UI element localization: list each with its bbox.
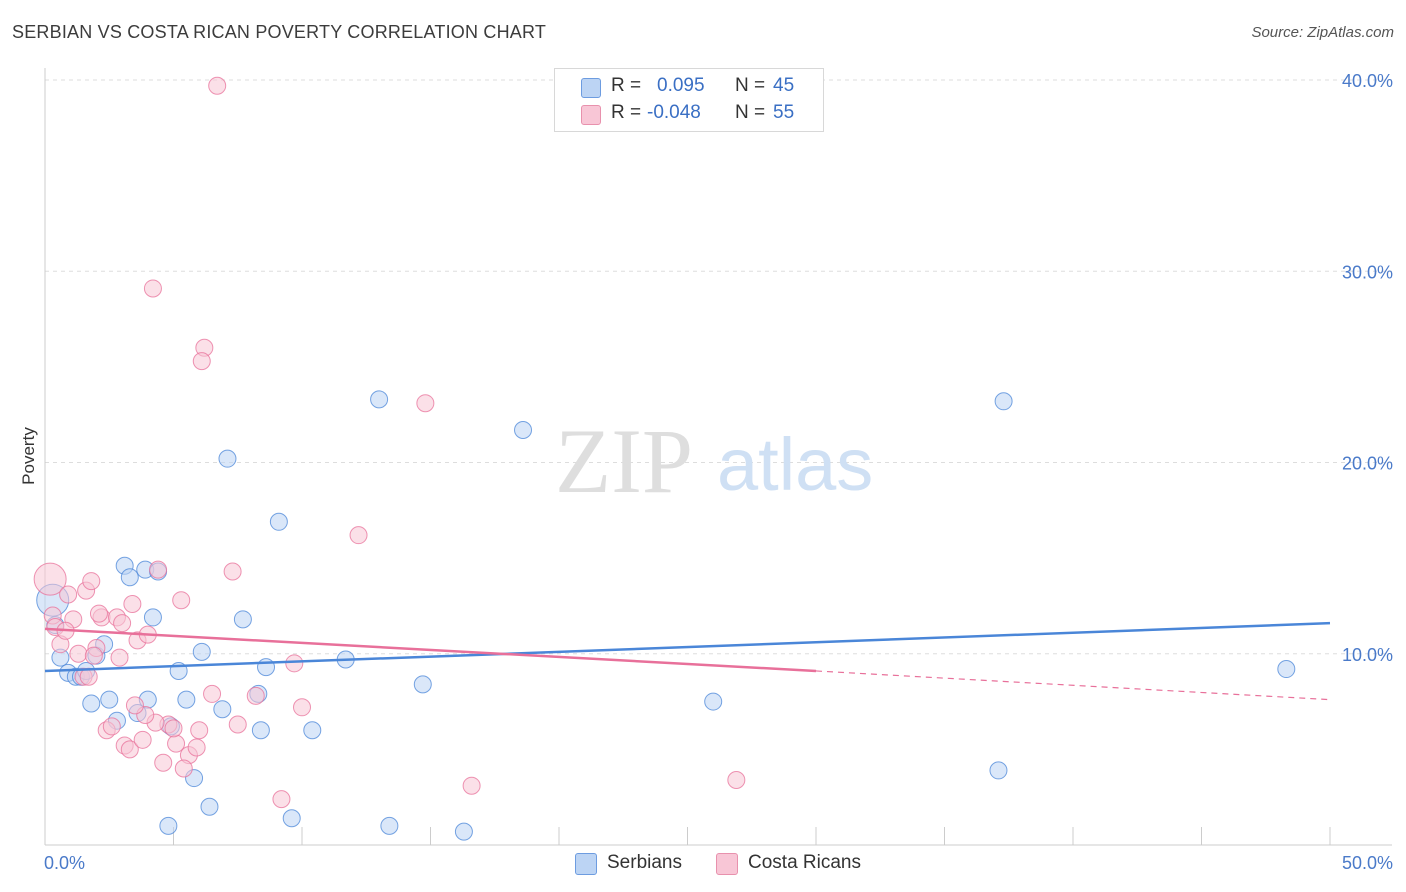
costa-ricans-point-50 bbox=[174, 759, 193, 778]
costa-ricans-point-51 bbox=[190, 721, 209, 740]
trend-line-1 bbox=[44, 627, 817, 673]
serbians-swatch-icon bbox=[581, 78, 601, 98]
costa-ricans-point-40 bbox=[349, 526, 368, 545]
correlation-legend: R = 0.095 N = 45 R = -0.048 N = 55 bbox=[554, 68, 824, 132]
costa-ricans-point-34 bbox=[223, 562, 242, 581]
serbians-point-25 bbox=[213, 700, 232, 719]
serbians-point-23 bbox=[192, 642, 211, 661]
x-tick-label-1: 50.0% bbox=[1342, 853, 1393, 873]
costa-ricans-point-17 bbox=[120, 740, 139, 759]
serbians-point-10 bbox=[100, 690, 119, 709]
legend-r-value: -0.048 bbox=[647, 102, 701, 123]
tick-labels: 10.0% 20.0% 30.0% 40.0% 0.0% 50.0% bbox=[44, 71, 1393, 873]
serbians-point-26 bbox=[218, 449, 237, 468]
serbians-point-43 bbox=[159, 816, 178, 835]
serbians-point-21 bbox=[177, 690, 196, 709]
costa-ricans-point-49 bbox=[125, 696, 144, 715]
costa-ricans-point-0 bbox=[33, 562, 67, 596]
costa-ricans-point-44 bbox=[84, 646, 103, 665]
costa-ricans-point-47 bbox=[164, 719, 183, 738]
watermark-zip: ZIP bbox=[555, 410, 693, 512]
x-tick-label-0: 0.0% bbox=[44, 853, 85, 873]
costa-ricans-point-4 bbox=[59, 585, 78, 604]
legend-n-label: N = bbox=[735, 102, 766, 123]
bottom-legend-serbians-label: Serbians bbox=[607, 852, 682, 873]
serbians-point-7 bbox=[82, 694, 101, 713]
legend-r-label: R = bbox=[611, 102, 642, 123]
costa-ricans-point-27 bbox=[172, 591, 191, 610]
costa-ricans-swatch-icon bbox=[581, 105, 601, 125]
series-costa-ricans bbox=[33, 76, 746, 809]
serbians-point-37 bbox=[454, 822, 473, 841]
costa-ricans-point-32 bbox=[203, 684, 222, 703]
costa-ricans-point-43 bbox=[727, 770, 746, 789]
serbians-point-38 bbox=[514, 420, 533, 439]
costa-ricans-point-33 bbox=[208, 76, 227, 95]
costa-ricans-point-38 bbox=[285, 654, 304, 673]
serbians-point-31 bbox=[282, 809, 301, 828]
chart-title: SERBIAN VS COSTA RICAN POVERTY CORRELATI… bbox=[12, 22, 547, 42]
serbians-point-30 bbox=[269, 512, 288, 531]
axes bbox=[44, 68, 1392, 846]
y-axis-label: Poverty bbox=[19, 427, 38, 485]
y-tick-label-2: 30.0% bbox=[1342, 262, 1393, 282]
legend-n-label: N = bbox=[735, 75, 766, 96]
watermark: ZIP atlas bbox=[555, 410, 873, 512]
serbians-point-35 bbox=[380, 816, 399, 835]
costa-ricans-point-22 bbox=[143, 279, 162, 298]
costa-ricans-point-39 bbox=[293, 698, 311, 717]
costa-ricans-point-13 bbox=[102, 717, 121, 736]
costa-ricans-point-35 bbox=[228, 715, 247, 734]
legend-n-value: 55 bbox=[773, 102, 795, 123]
legend-row-costa-ricans: R = -0.048 N = 55 bbox=[555, 102, 823, 126]
serbians-point-28 bbox=[251, 721, 270, 740]
watermark-atlas: atlas bbox=[717, 423, 873, 506]
serbians-point-17 bbox=[143, 608, 162, 627]
costa-ricans-point-20 bbox=[133, 730, 152, 749]
serbians-point-39 bbox=[704, 692, 723, 711]
y-tick-label-1: 20.0% bbox=[1342, 454, 1393, 474]
costa-ricans-point-54 bbox=[89, 604, 108, 623]
costa-ricans-point-31 bbox=[192, 352, 211, 371]
serbians-point-13 bbox=[120, 568, 139, 587]
serbians-point-41 bbox=[994, 392, 1013, 411]
legend-r-label: R = bbox=[611, 75, 642, 96]
costa-ricans-point-18 bbox=[123, 595, 142, 614]
costa-ricans-point-24 bbox=[154, 753, 173, 772]
serbians-point-24 bbox=[200, 797, 219, 816]
costa-ricans-point-23 bbox=[149, 560, 168, 579]
serbians-point-42 bbox=[1277, 660, 1296, 679]
serbians-legend-icon bbox=[575, 853, 597, 875]
y-tick-label-0: 10.0% bbox=[1342, 645, 1393, 665]
costa-ricans-point-15 bbox=[113, 614, 132, 633]
serbians-point-34 bbox=[370, 390, 389, 409]
serbians-point-29 bbox=[257, 658, 276, 677]
serbians-point-36 bbox=[413, 675, 432, 694]
costa-ricans-point-6 bbox=[69, 644, 88, 663]
costa-ricans-point-45 bbox=[110, 648, 129, 667]
costa-ricans-point-36 bbox=[246, 686, 265, 705]
costa-ricans-point-37 bbox=[272, 790, 291, 809]
trend-line-0 bbox=[44, 621, 1331, 673]
costa-ricans-point-42 bbox=[462, 776, 481, 795]
serbians-point-32 bbox=[303, 721, 322, 740]
costa-ricans-point-29 bbox=[187, 738, 206, 757]
costa-ricans-point-41 bbox=[416, 394, 435, 413]
legend-n-value: 45 bbox=[773, 75, 795, 96]
costa-ricans-point-9 bbox=[82, 572, 101, 591]
y-tick-label-3: 40.0% bbox=[1342, 71, 1393, 91]
trend-line-2 bbox=[815, 670, 1331, 701]
costa-ricans-legend-icon bbox=[716, 853, 738, 875]
legend-row-serbians: R = 0.095 N = 45 bbox=[555, 75, 823, 99]
chart-source: Source: ZipAtlas.com bbox=[1251, 24, 1394, 41]
gridlines bbox=[45, 79, 1392, 655]
trend-lines bbox=[44, 621, 1331, 701]
legend-r-value: 0.095 bbox=[657, 75, 705, 96]
serbians-point-27 bbox=[233, 610, 252, 629]
serbians-point-40 bbox=[989, 761, 1008, 780]
bottom-legend-costa-label: Costa Ricans bbox=[748, 852, 861, 873]
